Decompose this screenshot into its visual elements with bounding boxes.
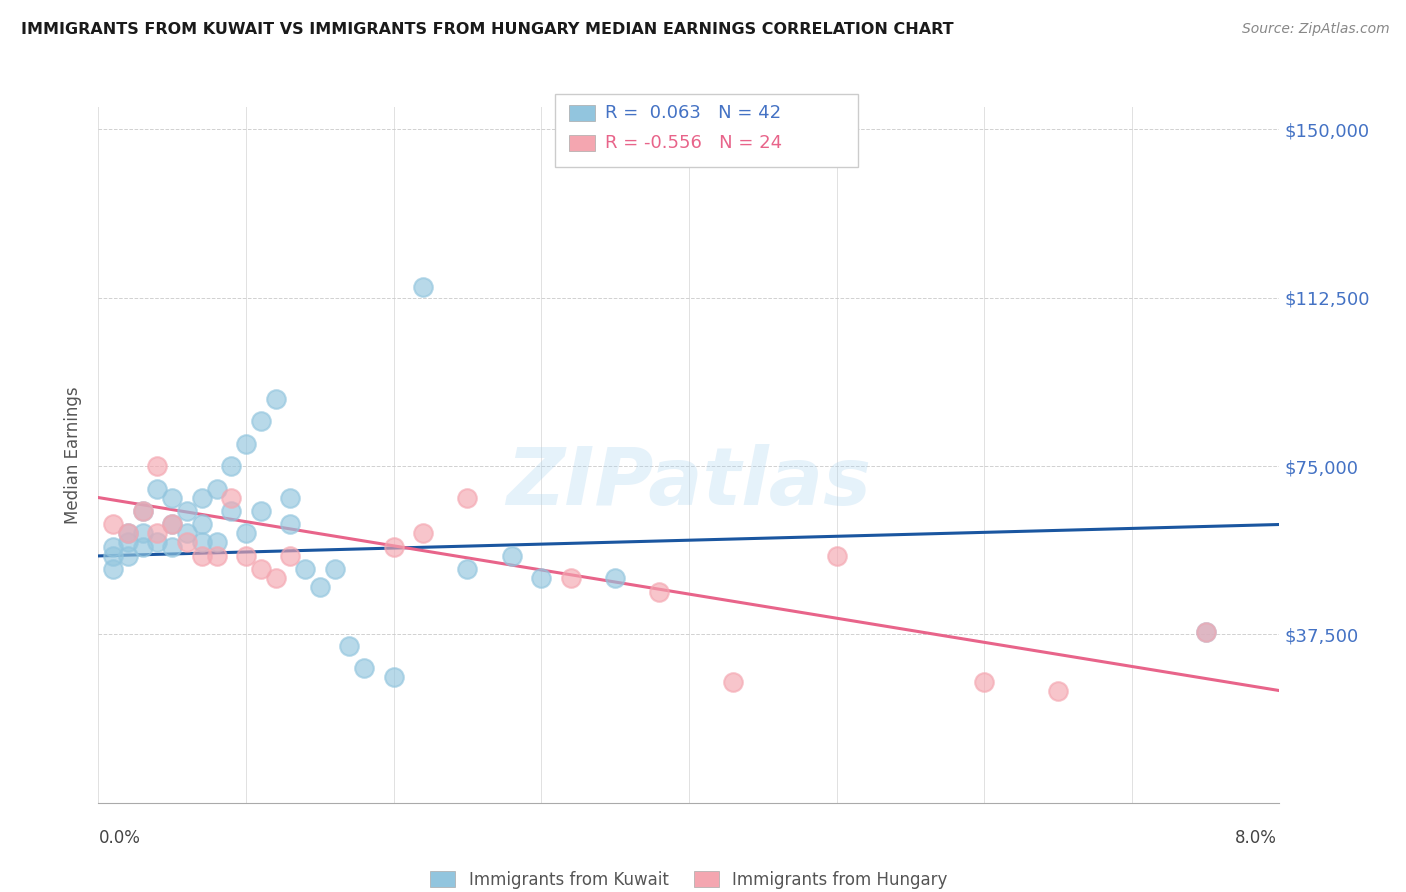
Point (235, 526, 257, 541)
Point (825, 549, 848, 563)
Point (294, 562, 316, 576)
Point (146, 535, 169, 549)
Point (205, 482, 228, 496)
Point (191, 535, 214, 549)
Point (412, 526, 434, 541)
Point (382, 540, 405, 554)
Text: R = -0.556   N = 24: R = -0.556 N = 24 (605, 134, 782, 152)
Point (235, 436, 257, 450)
Point (146, 482, 169, 496)
Point (235, 549, 257, 563)
Point (117, 526, 139, 541)
Text: ZIPatlas: ZIPatlas (506, 443, 872, 522)
Point (721, 674, 744, 689)
Text: Source: ZipAtlas.com: Source: ZipAtlas.com (1241, 22, 1389, 37)
Point (250, 414, 273, 428)
Point (250, 562, 273, 576)
Point (382, 670, 405, 684)
Point (103, 517, 125, 532)
Point (219, 504, 242, 518)
Point (205, 535, 228, 549)
Point (191, 549, 214, 563)
Point (278, 549, 302, 563)
Point (132, 504, 155, 518)
Point (132, 504, 155, 518)
Point (162, 517, 183, 532)
Point (117, 535, 139, 549)
Point (162, 517, 183, 532)
Point (501, 549, 523, 563)
Point (323, 562, 346, 576)
Point (308, 580, 332, 594)
Point (456, 491, 478, 505)
Text: IMMIGRANTS FROM KUWAIT VS IMMIGRANTS FROM HUNGARY MEDIAN EARNINGS CORRELATION CH: IMMIGRANTS FROM KUWAIT VS IMMIGRANTS FRO… (21, 22, 953, 37)
Text: 0.0%: 0.0% (98, 829, 141, 847)
Point (264, 392, 287, 406)
Point (264, 571, 287, 585)
Point (103, 540, 125, 554)
Point (162, 491, 183, 505)
Point (132, 540, 155, 554)
Point (337, 639, 360, 653)
Point (1194, 625, 1216, 640)
Point (219, 491, 242, 505)
Text: 8.0%: 8.0% (1234, 829, 1277, 847)
Point (353, 661, 375, 675)
Legend: Immigrants from Kuwait, Immigrants from Hungary: Immigrants from Kuwait, Immigrants from … (423, 864, 955, 892)
Point (176, 504, 198, 518)
Point (162, 540, 183, 554)
Point (146, 526, 169, 541)
Point (973, 674, 995, 689)
Point (278, 491, 302, 505)
Text: R =  0.063   N = 42: R = 0.063 N = 42 (605, 104, 780, 122)
Point (278, 517, 302, 532)
Point (132, 526, 155, 541)
Point (117, 549, 139, 563)
Point (1194, 625, 1216, 640)
Point (103, 549, 125, 563)
Point (205, 549, 228, 563)
Point (530, 571, 553, 585)
Y-axis label: Median Earnings: Median Earnings (65, 386, 83, 524)
Point (412, 279, 434, 293)
Point (146, 459, 169, 474)
Point (176, 535, 198, 549)
Point (456, 562, 478, 576)
Point (219, 459, 242, 474)
Point (1046, 683, 1069, 698)
Point (103, 562, 125, 576)
Point (191, 491, 214, 505)
Point (250, 504, 273, 518)
Point (605, 571, 627, 585)
Point (191, 517, 214, 532)
Point (560, 571, 582, 585)
Point (648, 584, 671, 599)
Point (117, 526, 139, 541)
Point (176, 526, 198, 541)
